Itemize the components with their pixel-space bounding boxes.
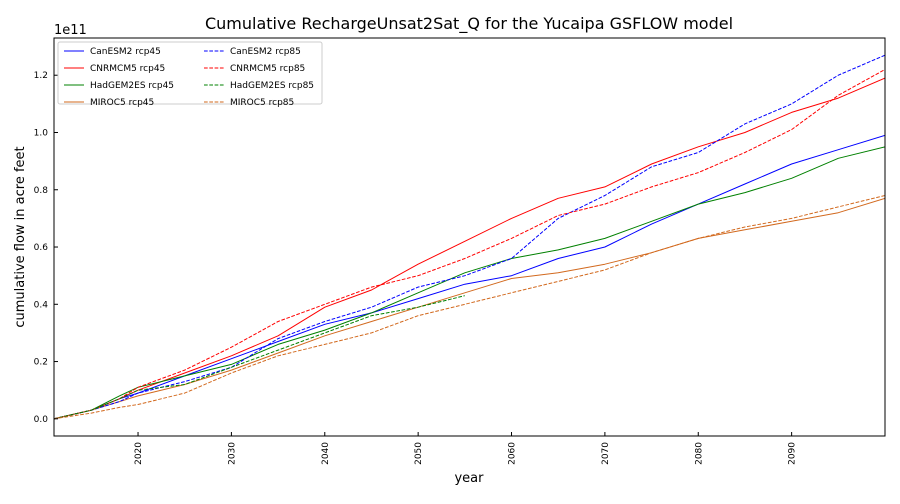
legend-label: CNRMCM5 rcp85 — [230, 64, 305, 74]
y-tick-label: 0.4 — [34, 300, 49, 310]
series-line-3 — [54, 146, 885, 420]
series-line-1 — [54, 134, 885, 420]
legend: CanESM2 rcp45 CNRMCM5 rcp45 HadGEM2ES rcp4… — [57, 41, 323, 108]
plot-frame — [53, 37, 886, 437]
x-axis-ticks: 2020 2030 2040 2050 2060 2070 2080 2090 — [134, 432, 798, 465]
series-line-4 — [54, 197, 885, 420]
x-tick-label: 2070 — [601, 442, 611, 465]
x-tick-label: 2090 — [788, 442, 798, 465]
chart-title: Cumulative RechargeUnsat2Sat_Q for the Y… — [205, 14, 733, 34]
x-axis-label: year — [454, 471, 484, 486]
x-tick-label: 2030 — [227, 442, 237, 465]
x-tick-label: 2050 — [414, 442, 424, 465]
series-line-7 — [54, 295, 465, 420]
series-line-2 — [54, 77, 885, 420]
y-tick-label: 1.2 — [34, 71, 48, 81]
y-tick-label: 0.6 — [34, 243, 49, 253]
legend-box — [57, 41, 323, 105]
y-axis-label: cumulative flow in acre feet — [13, 146, 28, 327]
y-axis-offset-label: 1e11 — [54, 23, 87, 38]
series-layer — [54, 54, 885, 420]
x-tick-label: 2040 — [321, 442, 331, 465]
series-line-6 — [54, 69, 885, 420]
legend-label: CanESM2 rcp45 — [90, 47, 161, 57]
y-tick-label: 0.8 — [34, 186, 49, 196]
legend-label: MIROC5 rcp85 — [230, 98, 294, 108]
y-axis-ticks: 0.0 0.2 0.4 0.6 0.8 1.0 1.2 — [34, 71, 58, 425]
x-tick-label: 2080 — [694, 442, 704, 465]
y-tick-label: 0.2 — [34, 358, 48, 368]
legend-label: HadGEM2ES rcp45 — [90, 81, 174, 91]
legend-label: HadGEM2ES rcp85 — [230, 81, 314, 91]
y-tick-label: 1.0 — [34, 128, 49, 138]
y-tick-label: 0.0 — [34, 415, 49, 425]
series-line-5 — [54, 54, 885, 420]
legend-label: MIROC5 rcp45 — [90, 98, 154, 108]
x-tick-label: 2020 — [134, 442, 144, 465]
x-tick-label: 2060 — [508, 442, 518, 465]
legend-label: CNRMCM5 rcp45 — [90, 64, 165, 74]
series-line-8 — [54, 195, 885, 420]
legend-label: CanESM2 rcp85 — [230, 47, 301, 57]
